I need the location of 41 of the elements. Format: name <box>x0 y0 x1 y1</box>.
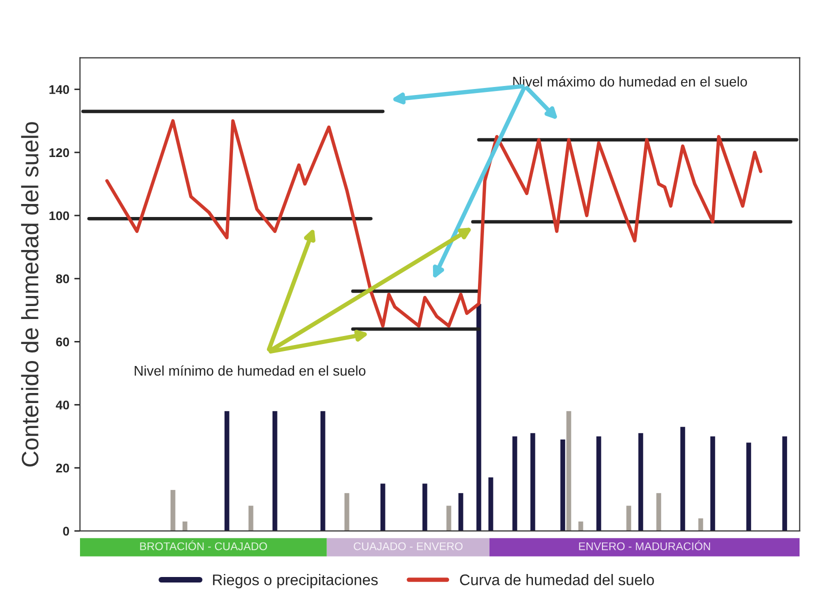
bar <box>596 436 602 531</box>
bar <box>488 477 494 531</box>
bar <box>476 304 482 531</box>
bar <box>566 411 572 531</box>
bar <box>560 439 566 531</box>
bar <box>512 436 518 531</box>
y-tick-label: 40 <box>56 400 70 410</box>
line-series <box>105 119 762 328</box>
y-tick-label: 60 <box>56 337 70 346</box>
y-axis-title: Contenido de humedad del suelo <box>21 122 38 466</box>
y-tick-label: 120 <box>49 148 70 158</box>
bar <box>272 411 278 531</box>
bar <box>458 493 464 531</box>
series-label: ENVERO - MADURACIÓN <box>579 540 710 550</box>
legend-label: Curva de humedad del suelo <box>460 574 654 586</box>
y-tick-label: 0 <box>63 526 70 536</box>
bar <box>224 411 230 531</box>
bar <box>320 411 326 531</box>
bar <box>626 506 632 531</box>
y-tick-label: 20 <box>56 464 70 473</box>
bar <box>656 493 662 531</box>
bar <box>446 506 452 531</box>
bar <box>680 426 686 531</box>
bar <box>782 436 788 531</box>
bar <box>344 493 350 531</box>
bar <box>422 484 428 531</box>
bar <box>248 506 254 531</box>
annotation: Nivel mínimo de humedad en el suelo <box>134 365 366 376</box>
series-label: BROTACIÓN - CUAJADO <box>140 540 267 550</box>
bar <box>380 484 386 531</box>
bar <box>746 442 752 531</box>
series-label: CUAJADO - ENVERO <box>354 542 463 550</box>
y-tick-label: 100 <box>49 211 70 220</box>
bar <box>710 436 716 531</box>
y-tick-label: 140 <box>49 85 70 94</box>
legend-label: Riegos o precipitaciones <box>213 574 378 588</box>
y-tick-label: 80 <box>56 274 70 284</box>
bar <box>170 490 176 531</box>
bar <box>638 433 644 531</box>
bar <box>182 522 188 531</box>
bar <box>530 433 536 531</box>
